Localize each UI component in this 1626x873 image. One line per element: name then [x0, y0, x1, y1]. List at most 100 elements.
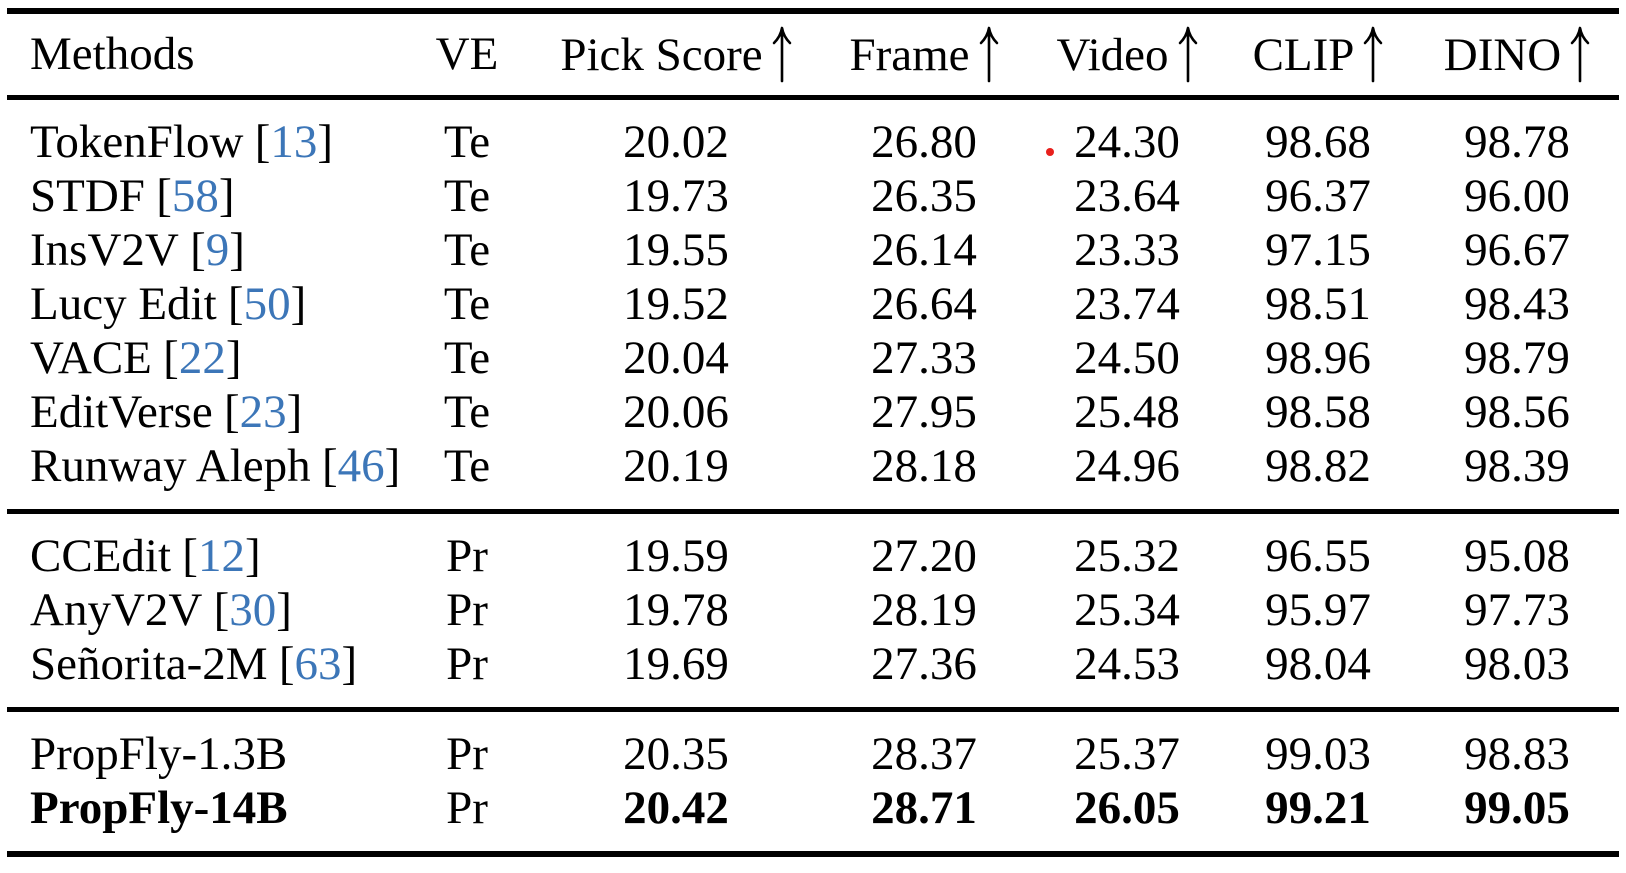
method-cell: CCEdit [12] — [7, 511, 417, 584]
metric-cell-pick-score: 20.42 — [623, 782, 729, 834]
metric-cell-video: 24.30 — [1074, 116, 1180, 168]
ve-cell: Pr — [446, 782, 488, 834]
citation-link[interactable]: 12 — [197, 530, 245, 582]
method-cell: EditVerse [23] — [7, 386, 417, 440]
metric-cell-pick-score: 20.02 — [623, 116, 729, 168]
citation-link[interactable]: 50 — [243, 278, 291, 330]
citation-link[interactable]: 13 — [270, 116, 318, 168]
metric-cell-frame: 26.80 — [871, 116, 977, 168]
table-section-1: TokenFlow [13] Te 20.02 26.80 24.30 98.68 98.78… — [7, 97, 1619, 511]
col-header-label: Frame — [849, 29, 970, 82]
citation-link[interactable]: 63 — [294, 638, 342, 690]
metric-cell-dino: 98.78 — [1464, 116, 1570, 168]
method-name: Runway Aleph — [30, 440, 311, 492]
metric-cell-frame: 27.95 — [871, 386, 977, 438]
method-cell: PropFly-1.3B — [7, 709, 417, 782]
metric-cell-video: 24.50 — [1074, 332, 1180, 384]
col-header-label: DINO — [1443, 29, 1562, 82]
metric-cell-video: 26.05 — [1074, 782, 1180, 834]
table-header: Methods VE Pick Score Frame Video CLIP DINO — [7, 11, 1619, 97]
citation-bracket-close: ] — [244, 530, 261, 582]
citation-bracket-close: ] — [290, 278, 307, 330]
metric-cell-frame: 27.20 — [871, 530, 977, 582]
metric-cell-dino: 98.83 — [1464, 728, 1570, 780]
method-name: CCEdit — [30, 530, 172, 582]
method-cell: Lucy Edit [50] — [7, 278, 417, 332]
citation: [58] — [156, 170, 234, 222]
method-name: Señorita-2M — [30, 638, 268, 690]
ve-cell: Te — [443, 224, 491, 276]
citation-bracket-close: ] — [341, 638, 358, 690]
ve-cell: Te — [443, 278, 491, 330]
method-cell: PropFly-14B — [7, 782, 417, 854]
metric-cell-frame: 28.71 — [871, 782, 977, 834]
table-section-3: PropFly-1.3B Pr 20.35 28.37 25.37 99.03 98.83 P… — [7, 709, 1619, 854]
metric-cell-frame: 27.36 — [871, 638, 977, 690]
method-name: EditVerse — [30, 386, 213, 438]
citation-link[interactable]: 23 — [239, 386, 287, 438]
citation-bracket-close: ] — [286, 386, 303, 438]
metric-cell-clip: 98.96 — [1265, 332, 1371, 384]
metric-cell-dino: 98.39 — [1464, 440, 1570, 492]
table-row: PropFly-1.3B Pr 20.35 28.37 25.37 99.03 98.83 — [7, 709, 1619, 782]
citation-bracket-close: ] — [229, 224, 245, 276]
metric-cell-video: 25.37 — [1074, 728, 1180, 780]
metric-cell-dino: 98.56 — [1464, 386, 1570, 438]
table-row: VACE [22] Te 20.04 27.33 24.50 98.96 98.79 — [7, 332, 1619, 386]
metric-cell-dino: 98.03 — [1464, 638, 1570, 690]
citation: [12] — [182, 530, 260, 582]
up-arrow-icon — [1178, 26, 1197, 83]
citation: [63] — [279, 638, 357, 690]
col-header-video: Video — [1013, 11, 1241, 97]
metric-cell-clip: 96.37 — [1265, 170, 1371, 222]
citation-link[interactable]: 9 — [205, 224, 230, 276]
metric-cell-dino: 95.08 — [1464, 530, 1570, 582]
metric-cell-pick-score: 19.59 — [623, 530, 729, 582]
citation-bracket-open: [ — [156, 170, 172, 222]
citation-bracket-open: [ — [163, 332, 179, 384]
ve-cell: Pr — [446, 530, 488, 582]
ve-cell: Te — [443, 116, 491, 168]
citation-bracket-open: [ — [190, 224, 206, 276]
col-header-pick-score: Pick Score — [517, 11, 835, 97]
ve-cell: Te — [443, 386, 491, 438]
metric-cell-dino: 98.79 — [1464, 332, 1570, 384]
method-cell: Señorita-2M [63] — [7, 638, 417, 710]
citation-bracket-close: ] — [218, 170, 235, 222]
method-name: PropFly-14B — [30, 782, 288, 834]
citation-bracket-open: [ — [213, 584, 230, 636]
metric-cell-frame: 27.33 — [871, 332, 977, 384]
metric-cell-pick-score: 20.04 — [623, 332, 729, 384]
citation-link[interactable]: 46 — [337, 440, 385, 492]
metric-cell-clip: 96.55 — [1265, 530, 1371, 582]
metric-cell-video: 24.53 — [1074, 638, 1180, 690]
citation-bracket-close: ] — [225, 332, 242, 384]
table-row: Runway Aleph [46] Te 20.19 28.18 24.96 98.82 98… — [7, 440, 1619, 512]
table-row: TokenFlow [13] Te 20.02 26.80 24.30 98.68 98.78 — [7, 97, 1619, 170]
metric-cell-pick-score: 20.06 — [623, 386, 729, 438]
citation-bracket-open: [ — [227, 278, 244, 330]
method-cell: VACE [22] — [7, 332, 417, 386]
col-header-label: CLIP — [1252, 29, 1355, 82]
citation: [13] — [255, 116, 333, 168]
citation-bracket-close: ] — [384, 440, 401, 492]
metric-cell-video: 23.74 — [1074, 278, 1180, 330]
metric-cell-clip: 98.58 — [1265, 386, 1371, 438]
method-name: Lucy Edit — [30, 278, 217, 330]
col-header-ve: VE — [417, 11, 517, 97]
ve-cell: Te — [443, 440, 491, 492]
citation-link[interactable]: 30 — [229, 584, 277, 636]
citation-link[interactable]: 58 — [171, 170, 219, 222]
citation-link[interactable]: 22 — [178, 332, 226, 384]
table-row: InsV2V [9] Te 19.55 26.14 23.33 97.15 96.67 — [7, 224, 1619, 278]
ve-cell: Pr — [446, 728, 488, 780]
up-arrow-icon — [979, 26, 998, 83]
metric-cell-dino: 98.43 — [1464, 278, 1570, 330]
metric-cell-frame: 26.35 — [871, 170, 977, 222]
metric-cell-pick-score: 20.35 — [623, 728, 729, 780]
citation: [50] — [228, 278, 306, 330]
table-row: CCEdit [12] Pr 19.59 27.20 25.32 96.55 95.08 — [7, 511, 1619, 584]
metric-cell-frame: 28.19 — [871, 584, 977, 636]
citation: [23] — [224, 386, 302, 438]
table-row: EditVerse [23] Te 20.06 27.95 25.48 98.58 98.56 — [7, 386, 1619, 440]
